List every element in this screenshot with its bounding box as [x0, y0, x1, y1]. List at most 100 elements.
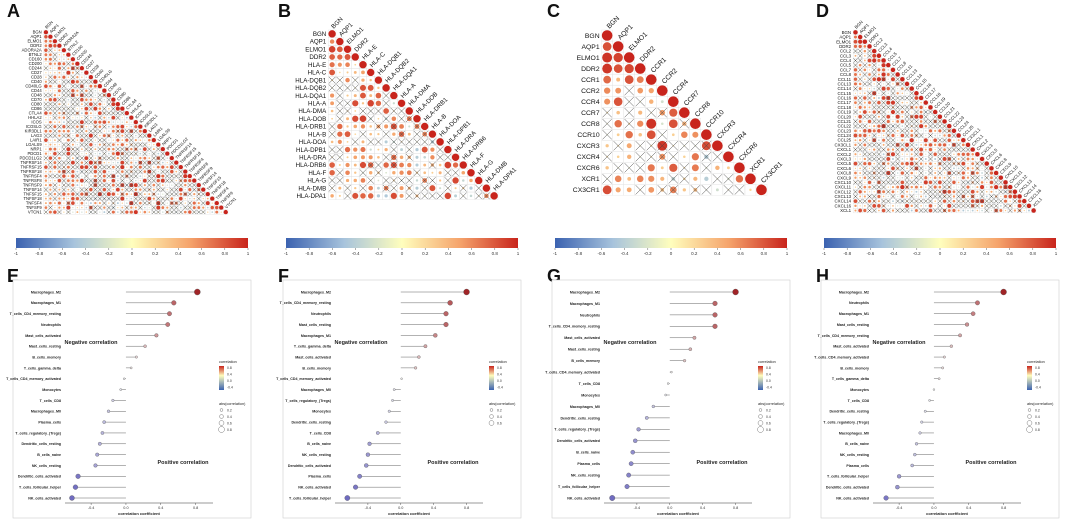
insignificant-cross — [102, 106, 107, 111]
diagonal-label: CCR8 — [694, 100, 712, 118]
insignificant-cross — [93, 196, 98, 201]
insignificant-cross — [79, 142, 84, 147]
correlation-circle — [876, 53, 882, 59]
correlation-circle — [81, 76, 83, 78]
correlation-circle — [384, 124, 389, 129]
correlation-circle — [63, 58, 65, 60]
correlation-circle — [919, 147, 924, 152]
correlation-circle — [53, 125, 57, 129]
correlation-circle — [97, 84, 103, 89]
row-label: CD28 — [31, 75, 42, 80]
row-label: HLA-B — [308, 131, 326, 138]
correlation-circle — [156, 165, 160, 169]
correlation-circle — [62, 125, 66, 129]
row-label: ELMO1 — [27, 39, 42, 44]
correlation-circle — [482, 184, 491, 192]
correlation-circle — [439, 187, 442, 190]
correlation-circle — [111, 152, 115, 156]
correlation-circle — [49, 84, 52, 88]
correlation-circle — [62, 116, 66, 119]
correlation-circle — [853, 44, 858, 49]
correlation-circle — [116, 138, 120, 142]
correlation-circle — [139, 179, 141, 182]
correlation-circle — [197, 201, 200, 205]
correlation-circle — [103, 116, 106, 119]
correlation-circle — [920, 101, 922, 104]
correlation-circle — [63, 139, 65, 141]
correlation-circle — [75, 196, 80, 201]
row-label: TNFRSF8 — [23, 178, 43, 183]
row-label: ELMO1 — [305, 46, 327, 53]
panel-label-f: F — [278, 266, 289, 286]
correlation-circle — [890, 109, 896, 115]
correlation-circle — [135, 157, 137, 159]
insignificant-cross — [133, 165, 138, 170]
correlation-circle — [329, 39, 335, 44]
correlation-circle — [693, 176, 698, 181]
row-label: HLA-F — [308, 170, 326, 177]
correlation-circle — [901, 138, 904, 142]
correlation-circle — [71, 157, 74, 160]
correlation-circle — [881, 58, 886, 63]
correlation-circle — [157, 193, 160, 195]
correlation-circle — [947, 138, 952, 142]
correlation-circle — [85, 85, 88, 87]
correlation-circle — [48, 34, 53, 39]
correlation-circle — [152, 188, 155, 191]
correlation-circle — [76, 139, 79, 141]
colorbar-tick-label: 0.6 — [198, 251, 205, 256]
insignificant-cross — [88, 183, 93, 188]
insignificant-cross — [165, 178, 170, 183]
correlation-circle — [681, 131, 688, 138]
insignificant-cross — [115, 129, 120, 134]
correlation-circle — [415, 147, 419, 152]
correlation-circle — [938, 134, 941, 137]
correlation-circle — [339, 71, 341, 74]
correlation-circle — [81, 107, 83, 110]
insignificant-cross — [93, 124, 98, 129]
correlation-circle — [72, 206, 74, 209]
correlation-circle — [858, 63, 862, 67]
correlation-circle — [49, 197, 52, 200]
row-label: CD160 — [29, 57, 43, 62]
correlation-circle — [957, 157, 960, 160]
correlation-circle — [915, 106, 918, 109]
correlation-circle — [886, 119, 890, 124]
correlation-circle — [956, 133, 961, 138]
insignificant-cross — [70, 66, 75, 71]
correlation-circle — [368, 155, 373, 160]
correlation-circle — [360, 92, 366, 99]
insignificant-cross — [70, 106, 75, 111]
correlation-circle — [354, 171, 357, 174]
correlation-circle — [602, 42, 612, 51]
correlation-circle — [601, 30, 613, 41]
correlation-circle — [882, 138, 886, 142]
correlation-circle — [70, 79, 75, 84]
correlation-circle — [646, 130, 656, 140]
correlation-circle — [614, 175, 622, 183]
correlation-circle — [361, 102, 365, 105]
correlation-circle — [81, 148, 83, 151]
correlation-circle — [886, 100, 891, 105]
correlation-circle — [215, 205, 219, 210]
insignificant-cross — [61, 66, 66, 71]
correlation-circle — [66, 147, 71, 152]
row-label: CXCR6 — [577, 165, 600, 172]
insignificant-cross — [75, 97, 80, 102]
correlation-circle — [142, 147, 147, 151]
correlation-circle — [966, 157, 970, 161]
correlation-circle — [117, 206, 119, 209]
insignificant-cross — [129, 138, 134, 143]
correlation-circle — [420, 122, 429, 131]
correlation-circle — [188, 188, 192, 192]
correlation-circle — [891, 148, 895, 151]
correlation-circle — [94, 152, 97, 155]
correlation-circle — [616, 77, 621, 82]
correlation-circle — [58, 116, 61, 119]
correlation-circle — [439, 179, 442, 182]
correlation-circle — [361, 140, 365, 144]
correlation-circle — [942, 157, 947, 161]
correlation-circle — [184, 198, 186, 200]
correlation-circle — [193, 192, 196, 196]
correlation-circle — [205, 191, 210, 197]
